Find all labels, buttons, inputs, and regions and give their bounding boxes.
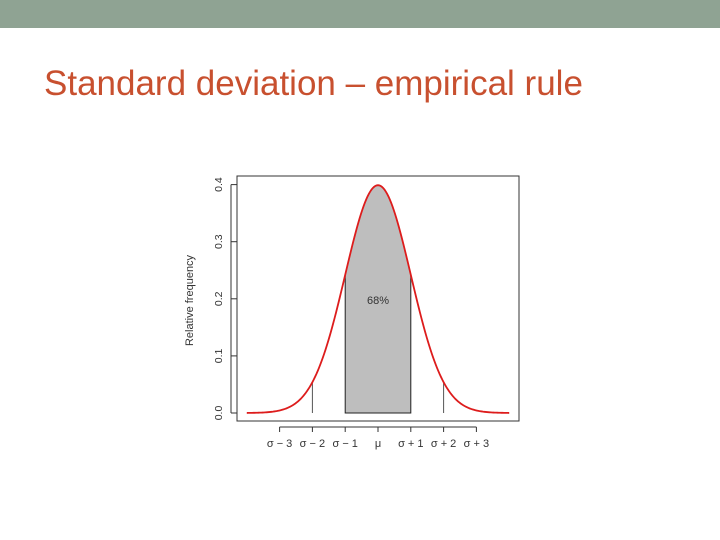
x-tick-label: σ + 2 (431, 438, 456, 450)
y-tick-label: 0.2 (213, 291, 225, 306)
y-tick-label: 0.3 (213, 234, 225, 249)
x-tick-label: σ − 2 (300, 438, 325, 450)
x-tick-label: σ − 1 (332, 438, 357, 450)
x-tick-label: σ + 1 (398, 438, 423, 450)
x-tick-label: σ − 3 (267, 438, 292, 450)
y-tick-label: 0.1 (213, 348, 225, 363)
y-tick-label: 0.0 (213, 406, 225, 421)
x-tick-label: σ + 3 (464, 438, 489, 450)
normal-curve (246, 184, 510, 414)
x-tick-label: μ (375, 438, 381, 450)
top-accent-bar (0, 0, 720, 28)
y-tick-label: 0.4 (213, 177, 225, 192)
shaded-region-label: 68% (367, 295, 389, 307)
slide-title: Standard deviation – empirical rule (44, 64, 583, 103)
y-axis-label: Relative frequency (184, 254, 196, 346)
